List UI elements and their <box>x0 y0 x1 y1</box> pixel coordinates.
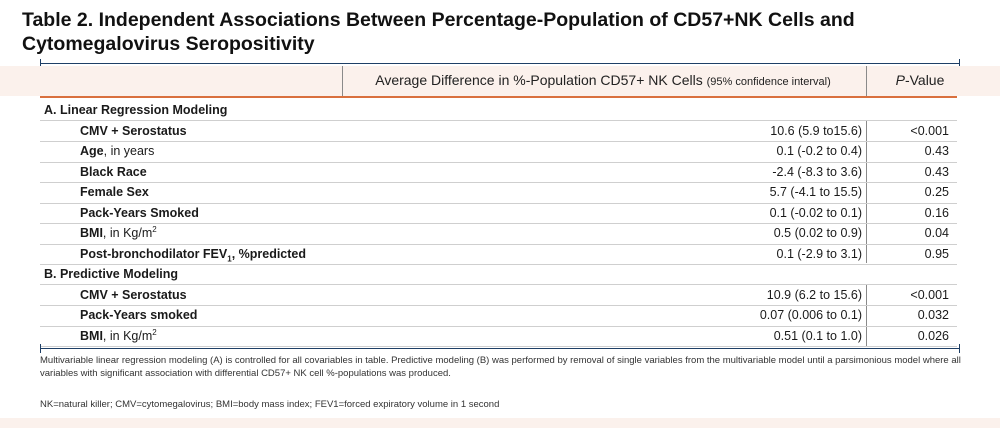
row-label: Pack-Years smoked <box>80 308 197 322</box>
row-variable-name: Post-bronchodilator FEV <box>80 246 228 261</box>
row-average-difference: 0.07 (0.006 to 0.1) <box>759 308 862 322</box>
row-p-value: 0.04 <box>924 226 949 240</box>
row-label: Female Sex <box>80 185 149 199</box>
table-row: Pack-Years Smoked 0.1 (-0.02 to 0.1) 0.16 <box>40 203 957 224</box>
row-p-value: 0.43 <box>924 164 949 179</box>
top-rule <box>40 59 960 68</box>
header-p-rest: -Value <box>904 72 945 88</box>
row-p-value: 0.026 <box>917 328 949 343</box>
row-average-difference: -2.4 (-8.3 to 3.6) <box>772 164 862 179</box>
row-unit: , in Kg/m <box>102 328 153 343</box>
row-label: Black Race <box>80 165 147 179</box>
row-variable-name-suffix: , %predicted <box>231 246 307 261</box>
table-row: CMV + Serostatus 10.6 (5.9 to15.6) <0.001 <box>40 121 957 142</box>
row-average-difference: 0.1 (-2.9 to 3.1) <box>776 246 862 261</box>
row-variable-name: CMV + Serostatus <box>80 123 187 138</box>
section-label: B. Predictive Modeling <box>44 267 179 281</box>
row-label: CMV + Serostatus <box>80 288 187 302</box>
row-unit: , in Kg/m <box>102 226 153 240</box>
table-row: Post-bronchodilator FEV1, %predicted 0.1 … <box>40 244 957 265</box>
header-band <box>0 66 1000 96</box>
row-p-value: <0.001 <box>910 287 949 302</box>
header-separator <box>342 66 343 96</box>
column-separator <box>866 284 867 346</box>
header-rule <box>40 96 957 98</box>
table-row: Pack-Years smoked 0.07 (0.006 to 0.1) 0.03… <box>40 305 957 327</box>
row-p-value: 0.43 <box>924 144 949 158</box>
row-p-value: 0.032 <box>917 308 949 322</box>
column-separator <box>866 120 867 263</box>
row-variable-name: Black Race <box>80 164 147 179</box>
row-variable-name: BMI <box>80 226 103 240</box>
row-p-value: 0.95 <box>924 246 949 261</box>
table-row: CMV + Serostatus 10.9 (6.2 to 15.6) <0.001 <box>40 285 957 306</box>
header-average-difference-label: Average Difference in %-Population CD57+… <box>375 72 703 88</box>
row-average-difference: 0.51 (0.1 to 1.0) <box>773 328 862 343</box>
row-label: Post-bronchodilator FEV1, %predicted <box>80 246 307 263</box>
row-average-difference: 0.1 (-0.02 to 0.1) <box>769 205 862 220</box>
row-superscript: 2 <box>152 224 157 234</box>
row-label: BMI, in Kg/m2 <box>80 327 157 343</box>
row-unit: , in years <box>103 144 155 158</box>
table-row: Female Sex 5.7 (-4.1 to 15.5) 0.25 <box>40 182 957 204</box>
row-average-difference: 0.1 (-0.2 to 0.4) <box>776 144 862 158</box>
row-p-value: 0.16 <box>924 205 949 220</box>
section-header: B. Predictive Modeling <box>40 264 957 285</box>
row-variable-name: Age <box>80 144 104 158</box>
header-p-italic: P <box>895 72 905 88</box>
row-variable-name: CMV + Serostatus <box>80 287 187 302</box>
row-label: BMI, in Kg/m2 <box>80 224 157 240</box>
row-subscript: 1 <box>227 254 232 263</box>
row-average-difference: 10.6 (5.9 to15.6) <box>770 123 862 138</box>
row-label: Pack-Years Smoked <box>80 206 199 220</box>
table-row: Black Race -2.4 (-8.3 to 3.6) 0.43 <box>40 162 957 183</box>
row-average-difference: 10.9 (6.2 to 15.6) <box>766 287 862 302</box>
table-row: Age, in years 0.1 (-0.2 to 0.4) 0.43 <box>40 141 957 163</box>
row-variable-name: Pack-Years Smoked <box>80 205 199 220</box>
row-variable-name: Pack-Years smoked <box>80 308 198 322</box>
header-ci-label: (95% confidence interval) <box>706 76 831 88</box>
row-average-difference: 0.5 (0.02 to 0.9) <box>773 226 862 240</box>
bottom-band <box>0 418 1000 428</box>
table-row: BMI, in Kg/m2 0.5 (0.02 to 0.9) 0.04 <box>40 223 957 245</box>
row-variable-name: BMI <box>80 328 103 343</box>
row-label: Age, in years <box>80 144 154 158</box>
header-average-difference: Average Difference in %-Population CD57+… <box>340 72 866 88</box>
row-variable-name: Female Sex <box>80 185 149 199</box>
row-superscript: 2 <box>152 327 157 337</box>
row-average-difference: 5.7 (-4.1 to 15.5) <box>769 185 862 199</box>
table-row: BMI, in Kg/m2 0.51 (0.1 to 1.0) 0.026 <box>40 326 957 347</box>
header-p-value: P-Value <box>880 72 960 88</box>
section-header: A. Linear Regression Modeling <box>40 100 957 121</box>
bottom-rule <box>40 344 960 353</box>
footnote-methods: Multivariable linear regression modeling… <box>40 355 961 379</box>
table-title: Table 2. Independent Associations Betwee… <box>22 9 855 55</box>
footnote-abbreviations: NK=natural killer; CMV=cytomegalovirus; … <box>40 399 500 410</box>
row-label: CMV + Serostatus <box>80 124 187 138</box>
row-p-value: 0.25 <box>924 185 949 199</box>
header-separator <box>866 66 867 96</box>
section-label: A. Linear Regression Modeling <box>44 103 228 117</box>
row-p-value: <0.001 <box>910 123 949 138</box>
